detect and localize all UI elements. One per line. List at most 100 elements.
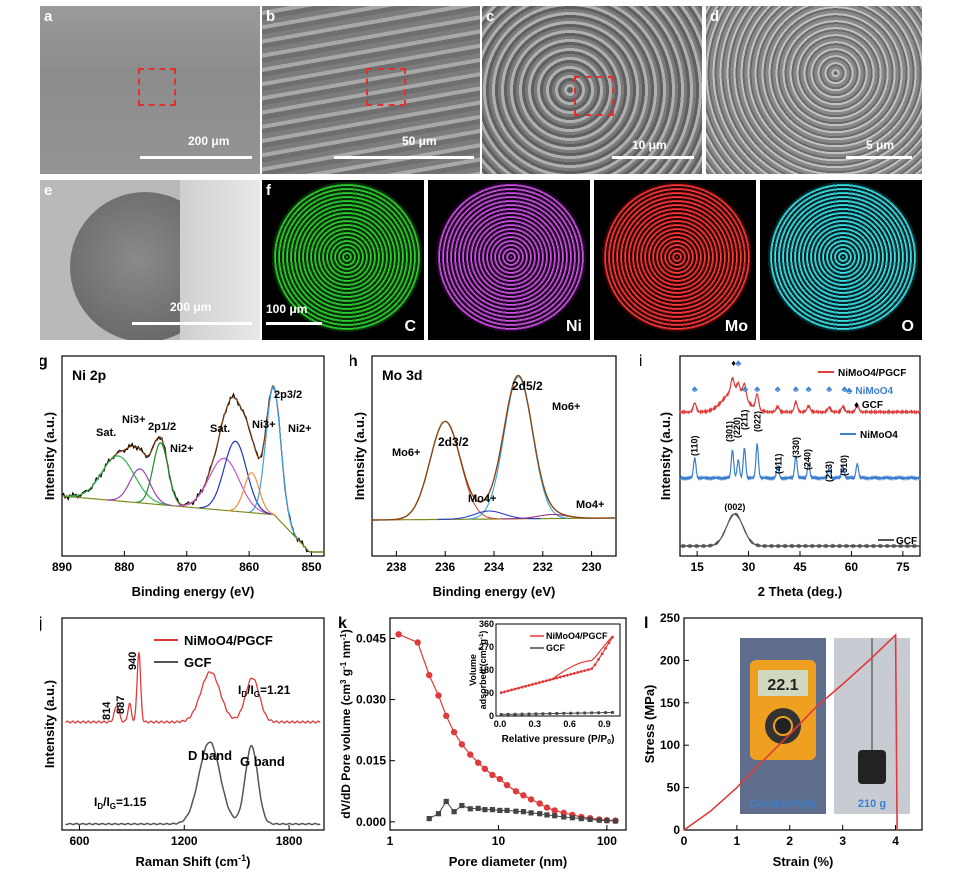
series-gcf [65,741,321,826]
pgcf-point [520,792,527,799]
x-tick-label: 850 [302,560,322,574]
plot-frame [683,617,923,831]
x-tick-label: 1 [734,834,741,848]
annot-ni2-2: Ni2+ [288,423,312,435]
ratio-gcf-value: 1.15 [123,795,147,809]
inset-frame [495,623,621,717]
x-tick-label: 1 [387,834,394,848]
nimoo4-marker: ♣ [826,384,832,394]
scale-text-a: 200 μm [188,134,230,148]
gcf-point [578,815,584,822]
x-tick-label: 100 [597,834,617,848]
ratio-gcf: ID/IG=1.15 [94,795,147,811]
gcf-point [435,811,442,817]
gcf-point [604,818,610,824]
gcf-point [528,810,534,816]
inset-pgcf-point [555,676,559,680]
inset-pgcf-point [579,670,583,673]
eds-disc [272,182,422,332]
inset-y-tick: 90 [484,688,494,698]
d-band-label: D band [188,748,232,763]
scale-bar-b [334,156,474,159]
inset-pgcf-point [499,691,503,695]
inset-x-tick: 0.6 [563,719,576,729]
inset-gcf-point [590,711,594,715]
inset-gcf-point [548,712,552,715]
ratio-pgcf-value: 1.21 [267,683,291,697]
plot-frame [61,617,325,831]
pgcf-point [435,692,442,699]
pgcf-point [414,639,421,646]
fit-peak-0 [66,455,170,506]
y-axis-label: Intensity (a.u.) [658,412,673,500]
inset-x-tick: 0.9 [598,719,611,729]
eds-map-o: O [760,180,922,340]
zoom-box [366,68,406,106]
y-tick-label: 0 [673,823,680,837]
inset-pgcf-point [586,668,590,672]
stress-strain-line [683,633,898,831]
inset-pgcf-point [548,678,552,682]
nimoo4-marker: ♣ [806,384,812,394]
x-tick-label: 236 [435,560,455,574]
scale-bar-d [846,156,912,159]
annot-sat-1: Sat. [96,427,116,439]
gcf-point [561,814,567,820]
annot-2p32: 2p3/2 [274,389,302,401]
legend-gcf: GCF [184,655,212,670]
x-tick-label: 238 [386,560,406,574]
inset-pgcf-point [534,682,538,685]
chart-title: Mo 3d [382,367,422,383]
pgcf-point [426,671,433,679]
legend-gcf: GCF [896,536,917,547]
annot-2d52: 2d5/2 [512,379,543,393]
chart-j-raman: j 600 1200 1800 NiMoO4/PGCF GCF 814 887 94… [40,615,325,869]
pgcf-point [543,804,551,811]
element-label-mo: Mo [724,318,748,335]
chart-i-xrd: i 15 30 45 60 75 ♣♣♣ ♣ ♣ ♣ ♣ ♣ ♣♦ (110)(301)(220)(… [640,353,921,599]
plane-label: (411) [774,453,784,474]
x-axis-label: Strain (%) [773,854,834,869]
sem-image-b: b 50 μm [262,6,480,174]
gcf-point [426,815,432,822]
chart-h-xps-mo3d: h Mo 3d 238 236 234 232 230 2d3/2 2d5/2 Mo6+… [350,353,617,599]
plane-label: (240) [803,449,813,470]
x-axis-label: Raman Shift (cm-1) [136,853,251,869]
scale-text-f: 100 μm [266,302,308,316]
axis-ticks: 0 1 2 3 4 0 50 100 150 200 250 [660,611,899,848]
plane-label: (301) [724,421,734,442]
series-gcf [679,512,921,549]
inset-pgcf-point [590,667,594,671]
y-tick-label: 250 [660,611,680,625]
gcf-point [569,815,575,821]
weight-block [858,750,886,784]
inset-pgcf-point [517,686,520,690]
x-tick-label: 3 [839,834,846,848]
inset-y-label-2: adsorbed (cm3 g-1) [478,631,488,710]
panel-label-g: g [40,353,48,370]
inset-gcf-point [555,712,559,715]
fit-peaks [392,376,604,521]
peak-markers: ♣♣♣ ♣ ♣ ♣ ♣ ♣ ♣♦ [692,358,848,394]
pgcf-point [503,781,511,789]
inset-y-tick: 360 [479,619,494,629]
inset-pgcf-point [520,685,524,689]
multimeter-reading: 22.1 [767,677,798,694]
inset-gcf-point [604,711,607,715]
gcf-point [552,813,558,819]
panel-label-d: d [710,8,720,25]
inset-pgcf-point [510,688,513,692]
fit-peak-1 [108,468,172,506]
fit-peak-4 [199,440,271,515]
x-tick-label: 1200 [171,834,198,848]
y-axis-label: Intensity (a.u.) [42,412,57,500]
x-tick-label: 2 [786,834,793,848]
x-axis-ticks: 890 880 870 860 850 [52,551,322,574]
legend-nimoo4-pgcf: NiMoO4/PGCF [184,633,273,648]
gcf-point [596,817,602,823]
element-label-ni: Ni [566,318,582,335]
nimoo4-marker: ♣ [842,384,848,394]
panel-label-l: l [644,615,648,632]
inset-pgcf-point [565,673,569,677]
inset-pgcf-point [538,681,541,684]
